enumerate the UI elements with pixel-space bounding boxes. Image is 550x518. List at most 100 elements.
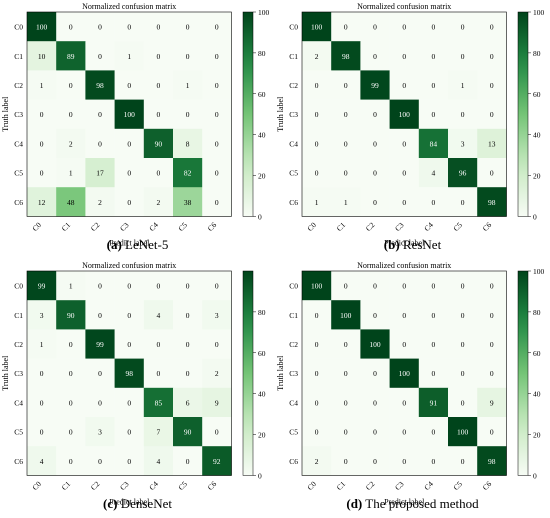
cell-value-label: 100 (36, 23, 48, 32)
cell-value-label: 0 (186, 340, 190, 349)
cell-value-label: 0 (127, 169, 131, 178)
cell-value-label: 100 (340, 311, 352, 320)
matrix-cell (302, 271, 332, 301)
matrix-cell (85, 158, 115, 188)
matrix-cell (202, 329, 232, 359)
cell-value-label: 0 (69, 457, 73, 466)
cell-value-label: 0 (490, 52, 494, 61)
cell-value-label: 90 (184, 428, 192, 437)
colorbar-tick-label: 100 (533, 267, 545, 276)
matrix-cell (389, 41, 420, 71)
matrix-cell (389, 329, 420, 359)
chart-panel-d: Normalized confusion matrix 100 0 0 0 0 0 0 0 100… (275, 259, 550, 518)
y-tick-label: C4 (289, 139, 298, 148)
cell-value-label: 0 (461, 198, 465, 207)
x-tick-label: C2 (89, 220, 102, 233)
cell-value-label: 0 (344, 457, 348, 466)
cell-value-label: 0 (461, 340, 465, 349)
matrix-cell (85, 300, 115, 330)
cell-value-label: 1 (69, 282, 73, 291)
y-tick-label: C3 (14, 110, 23, 119)
matrix-cell (202, 128, 232, 159)
x-tick-label: C5 (451, 220, 464, 233)
x-tick-label: C6 (206, 220, 219, 233)
cell-value-label: 0 (215, 428, 219, 437)
matrix-cell (114, 158, 145, 188)
cell-value-label: 0 (432, 198, 436, 207)
matrix-cell (85, 187, 115, 217)
matrix-cell (389, 271, 420, 301)
matrix-frame (301, 270, 507, 476)
colorbar-tick-label: 100 (533, 8, 545, 17)
matrix-cell (202, 300, 232, 330)
cell-value-label: 96 (459, 169, 467, 178)
chart-panel-c: Normalized confusion matrix 99 1 0 0 0 0 0 3 90 0 0… (0, 259, 275, 518)
matrix-cell (56, 417, 86, 447)
matrix-cell (143, 128, 174, 159)
x-tick-label: C2 (364, 220, 377, 233)
matrix-cell (477, 417, 507, 447)
caption-text: LeNet-5 (125, 237, 169, 252)
matrix-cell (56, 128, 86, 159)
cell-value-label: 98 (488, 198, 496, 207)
x-axis-label: Predict label (109, 497, 150, 506)
cell-value-label: 0 (344, 340, 348, 349)
cell-value-label: 0 (215, 198, 219, 207)
cell-value-label: 0 (402, 52, 406, 61)
cell-value-label: 0 (402, 398, 406, 407)
matrix-frame (26, 11, 232, 217)
cell-value-label: 0 (402, 139, 406, 148)
cell-value-label: 8 (186, 139, 190, 148)
matrix-cell (331, 271, 361, 301)
cell-value-label: 0 (490, 81, 494, 90)
cell-value-label: 0 (127, 311, 131, 320)
matrix-cell (27, 158, 57, 188)
matrix-cell (477, 99, 507, 130)
cell-value-label: 0 (373, 52, 377, 61)
matrix-cell (418, 12, 449, 42)
cell-value-label: 1 (40, 340, 44, 349)
matrix-cell (331, 187, 361, 217)
cell-value-label: 92 (213, 457, 221, 466)
cell-value-label: 100 (399, 369, 411, 378)
x-tick-label: C3 (118, 479, 131, 492)
matrix-cell (302, 12, 332, 42)
x-tick-label: C6 (206, 479, 219, 492)
y-tick-label: C6 (289, 457, 298, 466)
x-tick-label: C5 (176, 220, 189, 233)
matrix-cell (143, 417, 174, 447)
y-tick-label: C0 (289, 282, 298, 291)
matrix-cell (302, 358, 332, 389)
cell-value-label: 13 (488, 139, 496, 148)
cell-value-label: 0 (315, 428, 319, 437)
matrix-cell (56, 329, 86, 359)
cell-value-label: 0 (40, 398, 44, 407)
matrix-cell (418, 417, 449, 447)
cell-value-label: 0 (157, 369, 161, 378)
x-tick-label: C0 (305, 220, 318, 233)
cell-value-label: 0 (373, 428, 377, 437)
matrix-cell (56, 187, 86, 217)
matrix-cell (360, 329, 390, 359)
matrix-cell (331, 446, 361, 476)
y-axis-label: Truth label (276, 96, 285, 132)
cell-value-label: 0 (215, 139, 219, 148)
cell-value-label: 0 (69, 369, 73, 378)
cell-value-label: 0 (98, 52, 102, 61)
colorbar-tick-label: 80 (533, 308, 541, 317)
cell-value-label: 0 (215, 169, 219, 178)
cell-value-label: 0 (215, 110, 219, 119)
matrix-cell (27, 387, 57, 418)
x-tick-label: C5 (451, 479, 464, 492)
caption-tag: (b) (383, 237, 400, 252)
cell-value-label: 0 (373, 139, 377, 148)
cell-value-label: 0 (315, 311, 319, 320)
matrix-cell (56, 99, 86, 130)
matrix-cell (418, 187, 449, 217)
x-tick-label: C3 (393, 220, 406, 233)
matrix-cell (143, 387, 174, 418)
y-tick-label: C2 (289, 340, 298, 349)
matrix-cell (114, 446, 145, 476)
matrix-cell (418, 158, 449, 188)
matrix-cell (85, 358, 115, 389)
